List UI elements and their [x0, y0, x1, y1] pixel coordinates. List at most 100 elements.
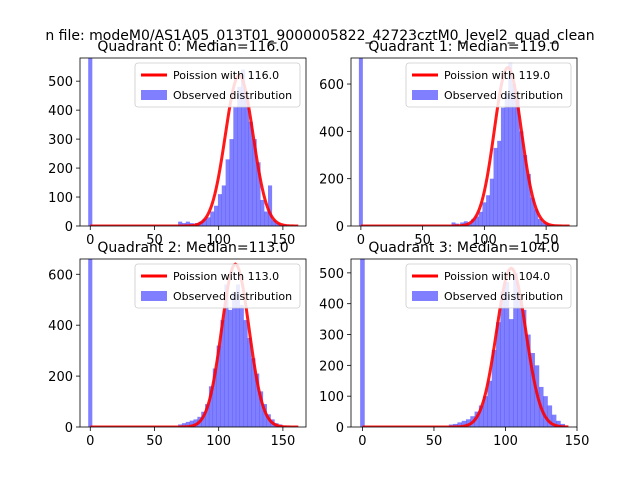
- histogram-bar: [178, 221, 183, 226]
- subplot-title: Quadrant 1: Median=119.0: [368, 39, 559, 55]
- histogram-bar: [551, 414, 557, 427]
- histogram-bar: [260, 199, 265, 226]
- histogram-bar: [244, 95, 249, 226]
- y-tick-label: 500: [48, 75, 73, 90]
- histogram-bar: [530, 353, 535, 427]
- histogram-bar: [496, 322, 501, 427]
- histogram-bar: [497, 140, 502, 226]
- histogram-bar: [241, 69, 246, 226]
- x-tick-label: 150: [270, 233, 295, 248]
- histogram-bar: [221, 185, 226, 226]
- histogram-bar: [248, 121, 253, 226]
- histogram-bar: [461, 420, 467, 427]
- histogram-bar: [508, 319, 514, 427]
- histogram-bar: [541, 222, 546, 226]
- plot-area: [360, 259, 569, 427]
- histogram-bar: [519, 131, 524, 226]
- histogram-bar: [478, 405, 484, 427]
- x-tick-label: 0: [86, 434, 94, 449]
- y-tick-label: 0: [65, 421, 73, 436]
- histogram-bar: [88, 58, 93, 226]
- x-tick-label: 50: [414, 233, 431, 248]
- legend-entry-poisson: Poission with 104.0: [444, 270, 550, 283]
- histogram-bar: [264, 211, 269, 226]
- y-tick-label: 500: [319, 267, 344, 282]
- y-tick-label: 600: [319, 78, 344, 93]
- x-tick-label: 100: [472, 233, 497, 248]
- x-tick-label: 0: [357, 233, 365, 248]
- histogram-bar: [517, 297, 523, 427]
- histogram-bar: [537, 218, 542, 226]
- histogram-bar: [489, 178, 494, 226]
- histogram-bar: [202, 218, 207, 226]
- x-tick-label: 50: [426, 434, 443, 449]
- histogram-bar: [547, 405, 553, 427]
- x-tick-label: 100: [206, 233, 231, 248]
- subplot-title: Quadrant 0: Median=116.0: [97, 39, 288, 55]
- subplot-title: Quadrant 3: Median=104.0: [368, 240, 559, 256]
- legend-entry-poisson: Poission with 119.0: [444, 69, 550, 82]
- histogram-bar: [255, 373, 260, 427]
- histogram-bar: [360, 259, 365, 427]
- histogram-bar: [358, 58, 363, 226]
- histogram-bar: [482, 202, 487, 226]
- legend-patch-swatch: [141, 90, 167, 100]
- histogram-bar: [229, 139, 234, 226]
- histogram-bar: [483, 396, 488, 427]
- histogram-bar: [451, 222, 456, 226]
- subplot-quadrant-3: 0 50 100 150 0 100 200 300 400 500 Quadrant 3: Med…: [319, 240, 589, 449]
- y-tick-label: 200: [48, 370, 73, 385]
- subplot-quadrant-2: 0 50 100 150 0 200 400 600 Quadrant 2: Median=11…: [48, 240, 307, 449]
- histogram-bar: [512, 84, 516, 226]
- histogram-bar: [256, 162, 261, 226]
- histogram-bar: [237, 86, 242, 226]
- histogram-bar: [88, 259, 93, 427]
- histogram-bar: [500, 107, 505, 226]
- legend-frame: [134, 263, 301, 309]
- figure-suptitle: n file: modeM0/AS1A05_013T01_9000005822_…: [45, 28, 594, 44]
- histogram-bar: [228, 309, 233, 427]
- histogram-bar: [530, 197, 535, 226]
- x-tick-label: 50: [146, 233, 163, 248]
- histogram-bar: [474, 216, 479, 226]
- y-tick-label: 200: [319, 173, 344, 188]
- histogram-bar: [216, 345, 221, 427]
- legend: Poission with 119.0 Observed distribution: [405, 62, 572, 108]
- plot-area: [358, 58, 570, 226]
- y-tick-label: 200: [319, 359, 344, 374]
- histogram-bar: [471, 218, 476, 226]
- histogram-bar: [252, 139, 257, 226]
- legend-entry-observed: Observed distribution: [444, 89, 563, 102]
- legend-frame: [405, 62, 572, 108]
- y-tick-label: 0: [336, 220, 344, 235]
- x-tick-label: 150: [270, 434, 295, 449]
- histogram-bar: [205, 404, 210, 427]
- histogram-bar: [247, 337, 252, 427]
- axes-frame: [79, 57, 307, 227]
- histogram-bar: [210, 211, 215, 226]
- poisson-curve-line: [360, 65, 570, 226]
- histogram-bar: [526, 334, 531, 427]
- histogram-bar: [523, 155, 528, 226]
- legend-entry-poisson: Poission with 113.0: [173, 270, 279, 283]
- poisson-curve-line: [90, 73, 299, 226]
- x-tick-label: 50: [146, 434, 163, 449]
- legend-entry-poisson: Poission with 116.0: [173, 69, 279, 82]
- x-tick-label: 0: [86, 233, 94, 248]
- legend: Poission with 104.0 Observed distribution: [405, 263, 572, 309]
- histogram-bar: [181, 423, 187, 427]
- y-tick-label: 400: [48, 104, 73, 119]
- legend-entry-observed: Observed distribution: [173, 290, 292, 303]
- legend-patch-swatch: [412, 90, 438, 100]
- histogram-bar: [493, 147, 498, 226]
- axes-frame: [350, 258, 578, 428]
- x-tick-label: 0: [358, 434, 366, 449]
- histogram-bar: [243, 320, 248, 427]
- x-tick-label: 150: [565, 434, 590, 449]
- histogram-bar: [185, 421, 190, 427]
- histogram-bar: [478, 211, 483, 226]
- histogram-bar: [235, 284, 240, 427]
- subplot-quadrant-1: 0 50 100 150 0 200 400 600 Quadrant 1: Median=11…: [319, 39, 578, 248]
- histogram-bar: [504, 93, 509, 226]
